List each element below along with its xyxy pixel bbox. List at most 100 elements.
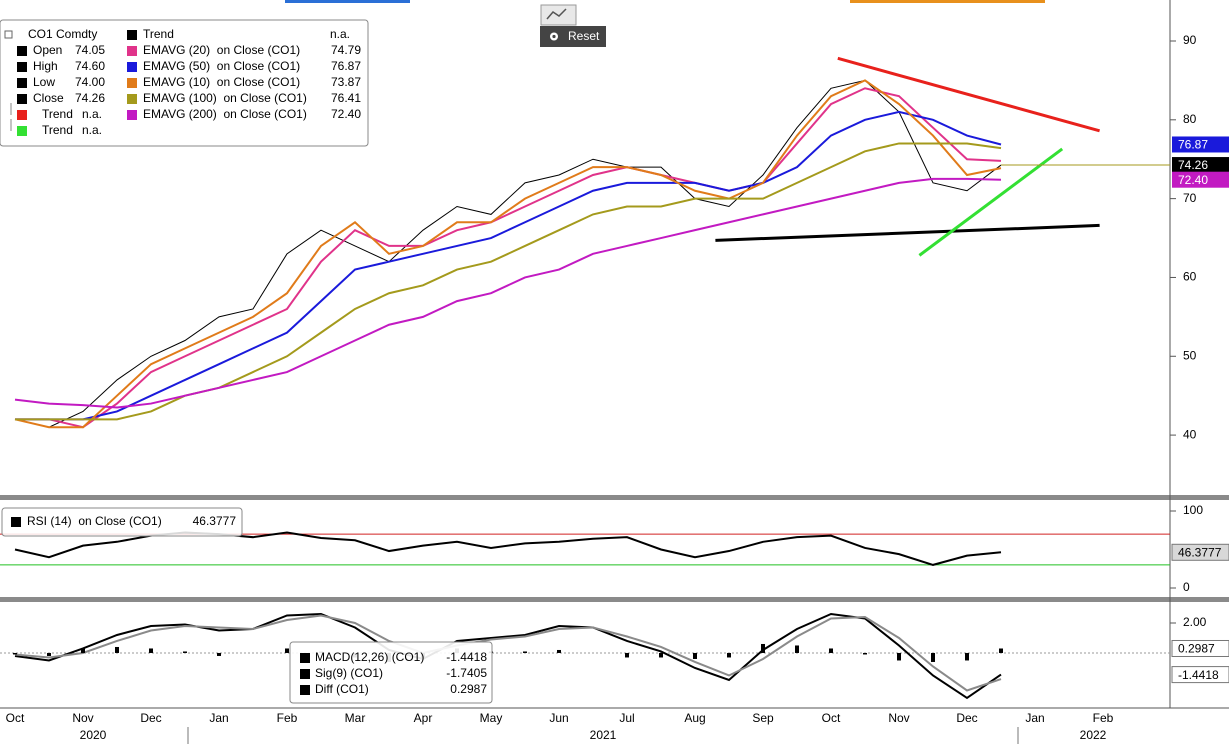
legend-value: 72.40 xyxy=(331,107,361,121)
x-tick-label: Mar xyxy=(345,711,366,725)
legend-label: High xyxy=(33,59,58,73)
legend-label: Trend xyxy=(42,123,73,137)
trend-line xyxy=(918,147,1064,257)
histogram-bar xyxy=(693,652,697,659)
x-tick-label: Sep xyxy=(752,711,774,725)
legend-swatch xyxy=(17,110,27,120)
value-tag xyxy=(1171,543,1229,561)
legend-label: EMAVG (100) on Close (CO1) xyxy=(143,91,307,105)
year-label: 2021 xyxy=(590,728,617,742)
legend-value: n.a. xyxy=(82,123,102,137)
histogram-bar xyxy=(863,652,867,655)
series-line xyxy=(14,79,1002,428)
x-tick-label: Feb xyxy=(1093,711,1114,725)
value-tag-label: 0.2987 xyxy=(1178,642,1215,656)
series-line xyxy=(14,531,1002,566)
histogram-bar xyxy=(931,652,935,662)
year-label: 2022 xyxy=(1080,728,1107,742)
value-tag xyxy=(1172,157,1229,174)
y-tick-label: 80 xyxy=(1183,112,1197,126)
x-tick-label: Nov xyxy=(72,711,93,725)
histogram-bar xyxy=(625,652,629,658)
x-tick-label: Jul xyxy=(619,711,634,725)
x-tick-label: Feb xyxy=(277,711,298,725)
legend-value: 74.00 xyxy=(75,75,105,89)
legend-value: -1.7405 xyxy=(446,666,487,680)
legend-swatch xyxy=(127,110,137,120)
y-tick-label: 2.00 xyxy=(1183,615,1207,629)
x-tick-label: Oct xyxy=(6,711,25,725)
trend-line xyxy=(715,223,1100,242)
x-tick-label: Oct xyxy=(822,711,841,725)
y-tick-label: 50 xyxy=(1183,348,1197,362)
legend-value: 73.87 xyxy=(331,75,361,89)
legend-swatch xyxy=(300,685,310,695)
legend-value: 74.05 xyxy=(75,43,105,57)
histogram-bar xyxy=(13,652,17,655)
legend-label: RSI (14) on Close (CO1) xyxy=(27,514,162,528)
histogram-bar xyxy=(659,652,663,658)
legends: CO1 Comdty Open 74.05 High 74.60 Low 74.00 Clos… xyxy=(0,19,493,704)
panel-separator xyxy=(0,495,1229,500)
histogram-bar xyxy=(183,651,187,653)
reset-box[interactable] xyxy=(540,26,606,47)
plot-area: Oct Nov Dec Jan Feb Mar Apr May Jun Jul Aug Sep Oct N… xyxy=(0,33,1229,742)
histogram-bar xyxy=(47,652,51,656)
histogram-bar xyxy=(761,643,765,653)
value-tag xyxy=(1172,171,1229,188)
x-tick-label: May xyxy=(480,711,503,725)
value-tag xyxy=(1171,639,1229,657)
x-tick-label: Jan xyxy=(1025,711,1044,725)
legend-swatch xyxy=(127,30,137,40)
value-tag xyxy=(1172,136,1229,153)
histogram-bar xyxy=(727,652,731,658)
value-tag xyxy=(1171,666,1229,684)
reset-label[interactable]: Reset xyxy=(568,29,600,43)
y-tick-label: 60 xyxy=(1183,270,1197,284)
x-tick-label: Dec xyxy=(140,711,161,725)
legend-value: 74.79 xyxy=(331,43,361,57)
legend-swatch xyxy=(17,94,27,104)
reset-button[interactable]: Reset xyxy=(540,26,606,47)
legend-title: CO1 Comdty xyxy=(28,27,97,41)
histogram-bar xyxy=(217,652,221,656)
histogram-bar xyxy=(999,648,1003,653)
histogram-bar xyxy=(795,645,799,653)
series-line xyxy=(14,614,1002,692)
x-tick-label: Dec xyxy=(956,711,977,725)
trend-line xyxy=(837,56,1101,133)
x-tick-label: Jan xyxy=(209,711,228,725)
panel-separator xyxy=(0,597,1229,602)
legend-value: -1.4418 xyxy=(446,650,487,664)
legend-value: n.a. xyxy=(330,27,350,41)
legend-label: Sig(9) (CO1) xyxy=(315,666,383,680)
collapse-icon xyxy=(4,30,13,39)
legend-swatch xyxy=(17,62,27,72)
legend-label: Low xyxy=(33,75,55,89)
histogram-bar xyxy=(115,646,119,653)
histogram-bar xyxy=(829,648,833,653)
histogram-bar xyxy=(897,652,901,661)
series-line xyxy=(15,110,1002,421)
legend-label: Open xyxy=(33,43,62,57)
legend-swatch xyxy=(17,78,27,88)
top-strip xyxy=(850,0,1045,3)
legend-box xyxy=(289,641,493,704)
legend-swatch xyxy=(17,46,27,56)
chart-type-button[interactable] xyxy=(540,4,577,26)
legend-label: Diff (CO1) xyxy=(315,682,369,696)
legend-swatch xyxy=(17,126,27,136)
icon xyxy=(546,8,567,20)
y-tick-label: 70 xyxy=(1183,191,1197,205)
x-tick-label: Nov xyxy=(888,711,909,725)
reset-icon xyxy=(552,34,556,39)
year-label: 2020 xyxy=(80,728,107,742)
legend-swatch xyxy=(300,669,310,679)
histogram-bar xyxy=(81,648,85,653)
legend-label: EMAVG (200) on Close (CO1) xyxy=(143,107,307,121)
value-tag-label: -1.4418 xyxy=(1178,668,1219,682)
legend-swatch xyxy=(11,517,21,527)
legend-label: EMAVG (20) on Close (CO1) xyxy=(143,43,300,57)
legend-box xyxy=(1,507,243,537)
series-line xyxy=(14,79,1002,429)
